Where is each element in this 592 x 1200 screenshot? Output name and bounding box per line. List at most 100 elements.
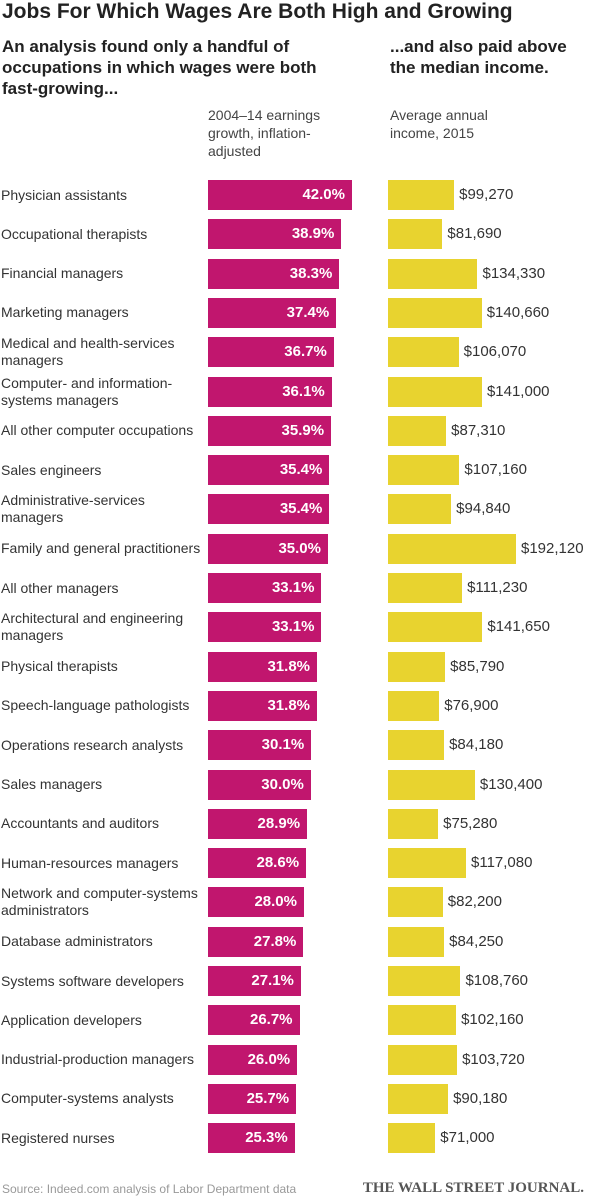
bar [208, 690, 318, 721]
bar [208, 258, 340, 289]
value-label: 31.8% [267, 696, 311, 714]
value-label: 28.0% [254, 893, 297, 911]
bar [388, 769, 475, 800]
category-label: Physician assistants [1, 186, 128, 203]
bar [208, 769, 311, 800]
bar [388, 1123, 436, 1154]
bar [208, 887, 304, 918]
category-label: All other managers [1, 579, 119, 596]
bar [388, 690, 440, 721]
value-label: $82,200 [447, 893, 502, 911]
value-label: 26.0% [247, 1050, 291, 1068]
value-label: 25.3% [245, 1129, 288, 1147]
value-label: 38.9% [291, 225, 335, 243]
bar [388, 808, 439, 839]
bar [388, 494, 452, 525]
category-label: Sales engineers [1, 461, 102, 478]
value-label: 35.0% [278, 539, 321, 557]
bar [388, 376, 482, 407]
value-label: $111,230 [467, 579, 528, 596]
bar [388, 730, 445, 761]
value-label: $99,270 [459, 186, 514, 203]
bar [388, 415, 447, 446]
publisher: THE WALL STREET JOURNAL. [362, 1180, 584, 1196]
bar [208, 297, 337, 328]
category-label: Database administrators [1, 933, 153, 950]
value-label: $141,650 [487, 618, 550, 636]
category-label: Sales managers [1, 776, 103, 792]
value-label: $90,180 [453, 1089, 508, 1107]
value-label: $102,160 [461, 1011, 524, 1029]
bar [388, 966, 461, 996]
category-label: Registered nurses [1, 1129, 115, 1146]
category-label: Network and computer-systems administrat… [1, 885, 198, 919]
value-label: 36.1% [282, 382, 325, 400]
bar [208, 180, 352, 210]
value-label: $130,400 [479, 775, 543, 793]
bar [208, 219, 342, 250]
bar [388, 848, 466, 879]
bar [208, 376, 332, 407]
value-label: $141,000 [486, 382, 550, 400]
value-label: 35.9% [281, 421, 325, 439]
value-label: $76,900 [444, 696, 499, 714]
value-label: 27.1% [251, 972, 294, 989]
value-label: 26.7% [249, 1011, 293, 1029]
value-label: 28.9% [257, 814, 301, 832]
bar [388, 1044, 458, 1075]
bar [388, 297, 482, 328]
bar [208, 1005, 300, 1036]
category-label: Architectural and engineering managers [1, 610, 184, 644]
bar [388, 180, 455, 210]
value-label: $75,280 [443, 814, 498, 832]
value-label: $140,660 [486, 303, 550, 321]
value-label: $94,840 [456, 500, 511, 518]
bar [208, 926, 304, 957]
bar [208, 651, 318, 682]
category-label: Occupational therapists [1, 225, 148, 242]
value-label: $85,790 [450, 657, 505, 675]
category-label: Application developers [1, 1011, 142, 1028]
bar [388, 926, 445, 957]
category-label: Human-resources managers [1, 854, 179, 871]
value-label: $103,720 [462, 1050, 525, 1068]
value-label: 33.1% [271, 618, 315, 636]
category-label: Marketing managers [1, 304, 129, 321]
bar [208, 1123, 295, 1154]
bar [208, 966, 301, 996]
value-label: $87,310 [451, 421, 506, 439]
column-header: 2004–14 earnings growth, inflation-adjus… [208, 107, 321, 159]
value-label: 27.8% [253, 932, 297, 950]
value-label: 28.6% [256, 854, 300, 872]
value-label: $106,070 [463, 343, 527, 361]
source-note: Source: Indeed.com analysis of Labor Dep… [2, 1182, 297, 1196]
value-label: 30.1% [261, 736, 305, 754]
category-label: Family and general practitioners [1, 540, 201, 557]
value-label: $107,160 [464, 461, 527, 479]
bar [388, 1005, 457, 1036]
category-label: Computer-systems analysts [1, 1090, 174, 1107]
bar [388, 219, 443, 250]
value-label: $192,120 [521, 539, 584, 557]
bar [388, 1083, 449, 1114]
category-label: Physical therapists [1, 658, 118, 675]
subtitle: An analysis found only a handful of occu… [2, 37, 317, 98]
bar [388, 258, 478, 289]
value-label: $71,000 [440, 1129, 495, 1147]
category-label: Systems software developers [1, 972, 184, 989]
bar [388, 887, 443, 918]
value-label: 37.4% [286, 303, 330, 321]
value-label: 42.0% [302, 186, 345, 203]
category-label: Operations research analysts [1, 736, 184, 753]
category-label: Accountants and auditors [1, 815, 159, 832]
category-label: Medical and health-services managers [1, 335, 175, 369]
category-label: Speech-language pathologists [1, 697, 190, 714]
column-header: Average annual income, 2015 [390, 107, 488, 141]
value-label: 31.8% [267, 657, 311, 675]
category-label: Administrative-services managers [1, 492, 145, 526]
bar [388, 573, 463, 603]
bar [388, 612, 483, 643]
bar [388, 337, 459, 368]
bar [208, 730, 312, 761]
